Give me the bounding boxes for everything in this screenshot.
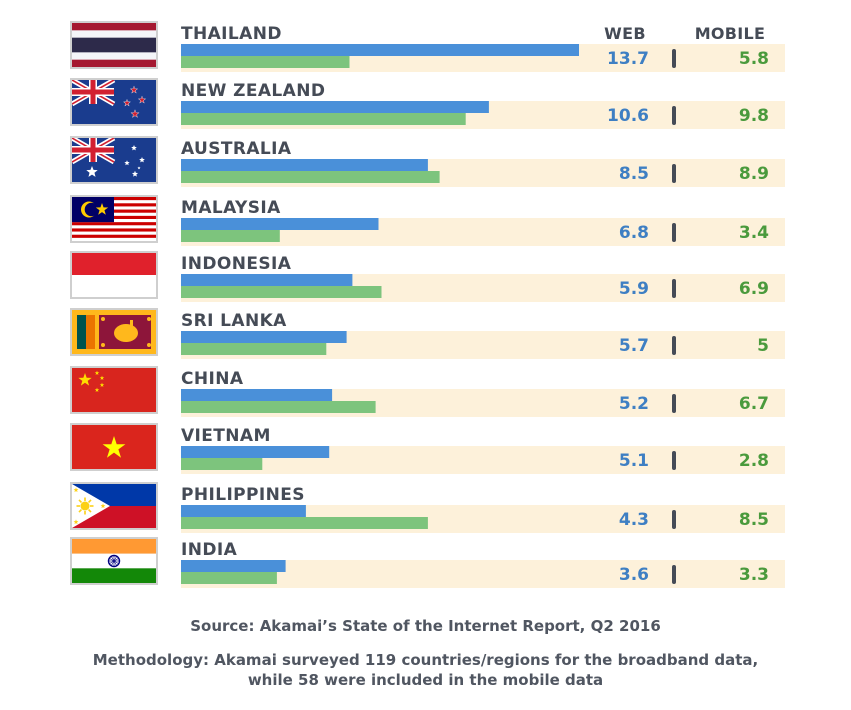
mobile-bar: [181, 171, 440, 183]
mobile-value-label: 9.8: [739, 106, 769, 126]
web-bar: [181, 101, 489, 113]
country-label: CHINA: [181, 369, 244, 389]
thailand-flag-icon: [70, 21, 158, 69]
country-label: VIETNAM: [181, 426, 271, 446]
mobile-value-label: 8.9: [739, 164, 769, 184]
column-divider: [672, 510, 676, 529]
country-row: CHINA 5.2 6.7: [70, 366, 785, 417]
indonesia-flag-icon: [70, 251, 158, 299]
column-divider: [672, 106, 676, 125]
mobile-value-label: 6.9: [739, 279, 769, 299]
methodology-line-2: while 58 were included in the mobile dat…: [247, 671, 604, 689]
web-bar: [181, 44, 579, 56]
country-row: INDONESIA 5.9 6.9: [70, 251, 785, 302]
country-label: PHILIPPINES: [181, 485, 305, 505]
bar-chart: WEB MOBILE THAILAND 13.7 5.8 NEW ZEALAND 10.…: [70, 21, 785, 588]
mobile-value-label: 8.5: [739, 510, 769, 530]
mobile-value-label: 3.3: [739, 565, 769, 585]
mobile-bar: [181, 230, 280, 242]
new-zealand-flag-icon: [70, 78, 158, 126]
country-row: PHILIPPINES 4.3 8.5: [70, 482, 785, 533]
web-bar: [181, 218, 379, 230]
web-value-label: 8.5: [619, 164, 649, 184]
mobile-value-label: 2.8: [739, 451, 769, 471]
source-note: Source: Akamai’s State of the Internet R…: [190, 617, 661, 635]
mobile-bar: [181, 113, 466, 125]
country-row: MALAYSIA 6.8 3.4: [70, 195, 785, 246]
column-divider: [672, 164, 676, 183]
country-row: VIETNAM 5.1 2.8: [70, 423, 785, 474]
column-divider: [672, 451, 676, 470]
mobile-value-label: 5.8: [739, 49, 769, 69]
mobile-bar: [181, 343, 327, 355]
web-bar: [181, 159, 428, 171]
web-value-label: 4.3: [619, 510, 649, 530]
mobile-column-header: MOBILE: [695, 24, 766, 43]
web-bar: [181, 446, 330, 458]
country-row: NEW ZEALAND 10.6 9.8: [70, 78, 785, 129]
web-bar: [181, 331, 347, 343]
country-row: THAILAND 13.7 5.8: [70, 21, 785, 72]
country-label: NEW ZEALAND: [181, 81, 325, 101]
mobile-value-label: 6.7: [739, 394, 769, 414]
sri-lanka-flag-icon: [70, 308, 158, 356]
country-row: SRI LANKA 5.7 5: [70, 308, 785, 359]
china-flag-icon: [70, 366, 158, 414]
country-label: AUSTRALIA: [181, 139, 292, 159]
country-label: INDONESIA: [181, 254, 292, 274]
mobile-bar: [181, 517, 428, 529]
mobile-bar: [181, 286, 382, 298]
column-divider: [672, 336, 676, 355]
column-divider: [672, 49, 676, 68]
column-divider: [672, 394, 676, 413]
column-divider: [672, 565, 676, 584]
mobile-value-label: 3.4: [739, 223, 769, 243]
philippines-flag-icon: [70, 482, 158, 530]
vietnam-flag-icon: [70, 423, 158, 471]
web-value-label: 10.6: [607, 106, 649, 126]
web-bar: [181, 274, 353, 286]
country-label: MALAYSIA: [181, 198, 281, 218]
web-column-header: WEB: [604, 24, 646, 43]
country-row: AUSTRALIA 8.5 8.9: [70, 136, 785, 187]
mobile-bar: [181, 56, 350, 68]
mobile-bar: [181, 572, 277, 584]
web-value-label: 5.1: [619, 451, 649, 471]
web-value-label: 5.7: [619, 336, 649, 356]
country-label: INDIA: [181, 540, 238, 560]
mobile-bar: [181, 458, 263, 470]
column-divider: [672, 279, 676, 298]
web-bar: [181, 560, 286, 572]
web-value-label: 5.9: [619, 279, 649, 299]
methodology-line-1: Methodology: Akamai surveyed 119 countri…: [92, 651, 759, 669]
web-value-label: 5.2: [619, 394, 649, 414]
web-bar: [181, 389, 333, 401]
australia-flag-icon: [70, 136, 158, 184]
methodology-note: Methodology: Akamai surveyed 119 countri…: [0, 650, 851, 690]
column-divider: [672, 223, 676, 242]
country-label: THAILAND: [181, 24, 282, 44]
country-row: INDIA 3.6 3.3: [70, 537, 785, 588]
web-value-label: 6.8: [619, 223, 649, 243]
mobile-value-label: 5: [757, 336, 769, 356]
malaysia-flag-icon: [70, 195, 158, 243]
web-value-label: 3.6: [619, 565, 649, 585]
country-label: SRI LANKA: [181, 311, 287, 331]
mobile-bar: [181, 401, 376, 413]
web-value-label: 13.7: [607, 49, 649, 69]
india-flag-icon: [70, 537, 158, 585]
web-bar: [181, 505, 306, 517]
